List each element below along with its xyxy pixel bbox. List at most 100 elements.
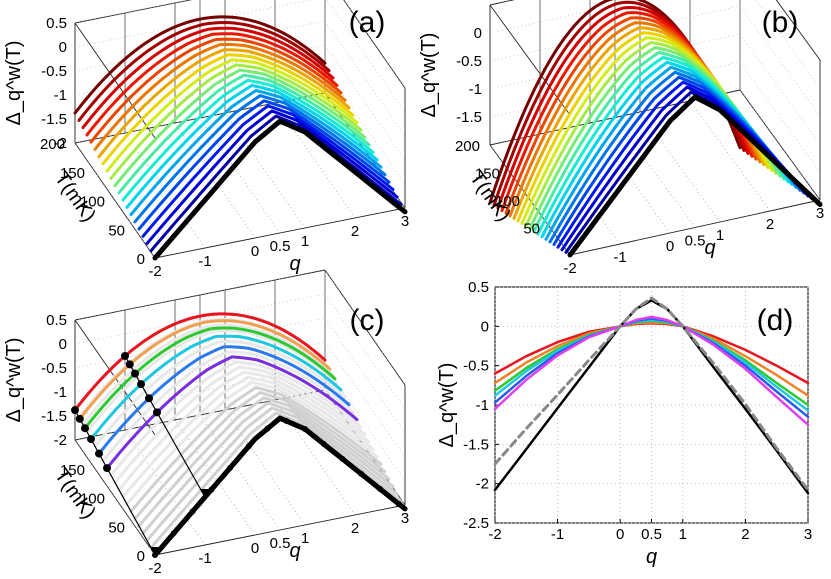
grid-line (489, 144, 571, 256)
box-edge (775, 0, 821, 61)
series-line (493, 318, 810, 412)
series-line (78, 319, 332, 421)
tick-label: 50 (108, 519, 125, 536)
grid-line (174, 419, 256, 536)
tick-label: -1.5 (456, 109, 482, 126)
tick-label: 0.5 (46, 312, 67, 329)
tick-label: 2 (351, 520, 359, 537)
tick-label: -0.5 (41, 360, 67, 377)
tick-label: -2 (488, 526, 501, 543)
series-line (145, 109, 399, 245)
series-line (109, 63, 363, 180)
arrow-head (150, 547, 160, 555)
data-point (320, 440, 327, 447)
series-line (133, 94, 387, 224)
data-point (264, 425, 271, 432)
tick-label: 0 (251, 243, 259, 260)
series-line (101, 350, 355, 463)
tick-label: 1 (301, 530, 309, 547)
series-line (81, 323, 335, 427)
tick-label: 100 (80, 194, 105, 211)
tick-label: 50 (523, 221, 540, 238)
grid-line (224, 409, 306, 526)
tick-label: 0 (59, 336, 67, 353)
grid-line (739, 89, 821, 201)
series-line (567, 94, 823, 258)
panel-label: (a) (349, 6, 386, 39)
tick-label: -2 (563, 260, 576, 277)
x-axis-label: q (646, 546, 657, 568)
grid-line (124, 429, 206, 546)
series-line (493, 321, 810, 397)
tick-label: 0 (481, 318, 489, 335)
tick-label: -0.5 (463, 358, 489, 375)
series-line (149, 114, 403, 253)
x-axis-label: q (289, 540, 300, 562)
series-line (129, 386, 383, 513)
tick-label: -1 (551, 526, 564, 543)
panel-label: (d) (757, 304, 794, 337)
series-line (493, 317, 810, 419)
y-axis-label: Δ_q^w(T) (436, 363, 458, 448)
grid-line (74, 317, 326, 369)
series-line (101, 53, 355, 166)
tick-label: -1 (476, 397, 489, 414)
tick-label: 3 (401, 213, 409, 230)
tick-label: 0 (137, 548, 145, 565)
grid-line (74, 142, 156, 259)
series-line (149, 411, 403, 550)
z-axis-label: Δ_q^w(T) (3, 41, 25, 126)
panel-d: -2 -1 0 0.5 1 2 30.50-0.5-1-1.5-2-2.5qΔ_q^w(T)… (436, 279, 812, 568)
tick-label: -1.5 (41, 408, 67, 425)
grid-line (343, 0, 406, 89)
series-line (145, 406, 399, 542)
series-line (97, 48, 351, 159)
series-line (141, 104, 395, 238)
data-point (302, 426, 308, 432)
tick-label: 3 (804, 526, 812, 543)
tick-label: 0.5 (685, 233, 706, 250)
grid-line (74, 20, 326, 72)
grid-line (324, 20, 406, 137)
panel-b: -2-10 0.5 123501001502000-0.5-1-1.5qT(mK)Δ… (418, 0, 824, 277)
data-point (170, 530, 177, 537)
tick-label: -1 (469, 81, 482, 98)
tick-label: -1.5 (41, 111, 67, 128)
tick-label: 1 (679, 526, 687, 543)
tick-label: 2 (741, 526, 749, 543)
tick-label: 0.5 (46, 15, 67, 32)
data-point (245, 443, 252, 450)
grid-line (324, 269, 406, 386)
grid-line (739, 61, 821, 173)
box-edge (74, 0, 193, 24)
series-line (125, 83, 379, 209)
tick-label: 0 (616, 526, 624, 543)
series-line (97, 345, 351, 456)
x-axis-label: q (289, 253, 300, 275)
series-line (117, 370, 371, 492)
series-line (133, 391, 387, 521)
z-axis-label: Δ_q^w(T) (418, 33, 440, 118)
data-point (227, 465, 233, 471)
tick-label: 0 (474, 25, 482, 42)
grid-line (326, 0, 406, 113)
series-line (493, 299, 810, 495)
tick-label: 0 (666, 238, 674, 255)
grid-line (324, 341, 406, 458)
tick-label: -2 (54, 432, 67, 449)
grid-line (739, 33, 821, 145)
grid-line (689, 100, 771, 212)
series-line (113, 365, 367, 485)
tick-label: 100 (80, 491, 105, 508)
tick-label: 2 (351, 223, 359, 240)
series-line (89, 334, 343, 441)
tick-label: 150 (475, 166, 500, 183)
series-line (73, 312, 327, 412)
grid-line (324, 44, 406, 161)
tick-label: -2 (148, 263, 161, 280)
series-line (129, 89, 383, 216)
data-point (339, 455, 346, 462)
data-point (358, 470, 365, 477)
